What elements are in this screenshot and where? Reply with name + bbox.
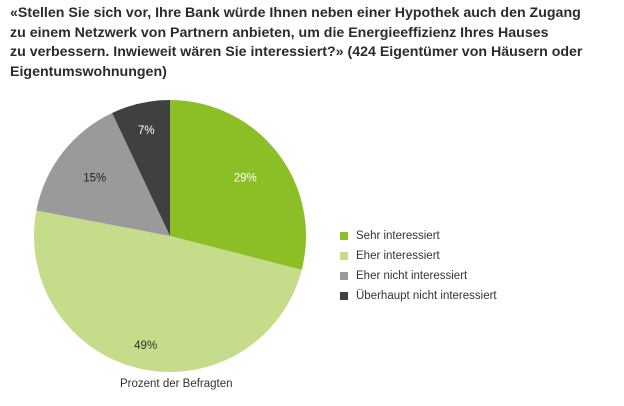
legend-label: Überhaupt nicht interessiert [356, 290, 497, 302]
chart-title: «Stellen Sie sich vor, Ihre Bank würde I… [10, 4, 620, 82]
pie-slice-1 [170, 100, 307, 270]
slice-label-1: 29% [234, 173, 257, 185]
legend-label: Eher interessiert [356, 250, 440, 262]
legend-swatch [340, 232, 348, 240]
chart-title-line: «Stellen Sie sich vor, Ihre Bank würde I… [10, 5, 581, 21]
chart-title-line: zu verbessern. Inwieweit wären Sie inter… [10, 44, 583, 60]
chart-title-line: Eigentumswohnungen) [10, 63, 167, 80]
legend-swatch [340, 252, 348, 260]
legend-swatch [340, 292, 348, 300]
legend: Sehr interessiert Eher interessiert Eher n… [340, 226, 497, 306]
legend-item-3: Eher nicht interessiert [340, 266, 497, 286]
chart-footnote: Prozent der Befragten [120, 378, 233, 390]
pie-slice-4 [112, 100, 170, 236]
slice-label-2: 49% [134, 340, 157, 352]
legend-label: Sehr interessiert [356, 230, 440, 242]
legend-swatch [340, 272, 348, 280]
chart-title-line: zu einem Netzwerk von Partnern anbieten,… [10, 24, 549, 41]
slice-label-3: 15% [83, 173, 106, 185]
legend-item-2: Eher interessiert [340, 246, 497, 266]
pie-slice-3 [36, 112, 170, 236]
legend-item-4: Überhaupt nicht interessiert [340, 286, 497, 306]
slice-label-4: 7% [138, 125, 155, 137]
legend-item-1: Sehr interessiert [340, 226, 497, 246]
pie-slice-2 [34, 210, 302, 372]
legend-label: Eher nicht interessiert [356, 270, 468, 282]
